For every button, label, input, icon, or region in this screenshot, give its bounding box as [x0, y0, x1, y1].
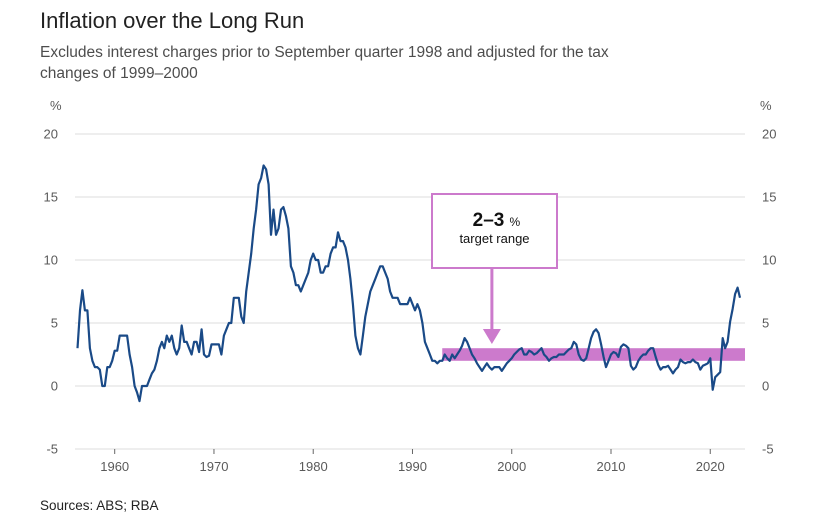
- x-tick-1980: 1980: [299, 459, 328, 474]
- y-tick-left-5: 5: [51, 316, 58, 331]
- x-tick-1970: 1970: [200, 459, 229, 474]
- x-tick-2010: 2010: [597, 459, 626, 474]
- y-unit-right: %: [760, 98, 772, 113]
- y-tick-left-15: 15: [44, 190, 58, 205]
- y-tick-right-10: 10: [762, 253, 776, 268]
- annotation-percent-label: %: [510, 215, 521, 229]
- y-unit-left: %: [50, 98, 62, 113]
- y-tick-right-0: 0: [762, 379, 769, 394]
- x-tick-1960: 1960: [100, 459, 129, 474]
- y-tick-right-20: 20: [762, 127, 776, 142]
- x-tick-1990: 1990: [398, 459, 427, 474]
- annotation-target-label: target range: [459, 231, 529, 246]
- y-tick-right-15: 15: [762, 190, 776, 205]
- y-tick-left--5: -5: [46, 442, 58, 457]
- chart-title: Inflation over the Long Run: [40, 8, 305, 33]
- annotation-arrow-head: [482, 329, 501, 344]
- y-tick-left-10: 10: [44, 253, 58, 268]
- chart-subtitle: Excludes interest charges prior to Septe…: [40, 44, 609, 82]
- y-tick-left-0: 0: [51, 379, 58, 394]
- series-line-0: [76, 164, 742, 403]
- y-tick-right-5: 5: [762, 316, 769, 331]
- annotation-box: [431, 193, 558, 269]
- series-layer: [76, 164, 742, 403]
- target-band: [442, 348, 745, 361]
- gridlines: [75, 133, 745, 450]
- x-tick-2020: 2020: [696, 459, 725, 474]
- annotation-layer: 2–3 % target range: [431, 193, 558, 344]
- y-tick-right--5: -5: [762, 442, 774, 457]
- x-tick-2000: 2000: [497, 459, 526, 474]
- chart-source: Sources: ABS; RBA: [40, 498, 159, 513]
- target-band-layer: [442, 348, 745, 361]
- annotation-range-label: 2–3: [473, 210, 505, 231]
- y-tick-left-20: 20: [44, 127, 58, 142]
